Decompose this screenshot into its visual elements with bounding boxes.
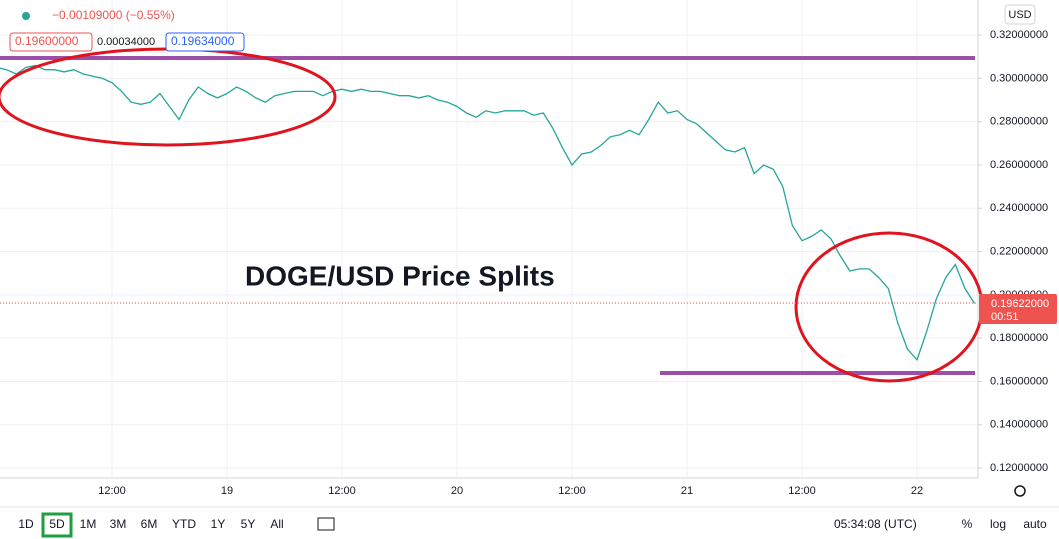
plot <box>0 56 976 376</box>
x-tick-label: 12:00 <box>328 485 356 497</box>
selected-range-box <box>41 512 73 538</box>
highlight-ellipse <box>794 231 984 383</box>
y-tick-label: 0.28000000 <box>990 116 1048 128</box>
x-tick-label: 19 <box>221 485 233 497</box>
compare-icon[interactable] <box>317 517 335 531</box>
toolbar: 1D 5D 1M 3M 6M YTD 1Y 5Y All% log auto <box>18 512 1047 538</box>
clock: 05:34:08 (UTC) <box>834 517 917 531</box>
range-button[interactable]: 1M <box>80 517 97 531</box>
price-line <box>0 64 976 362</box>
range-button[interactable]: 5D <box>49 517 65 531</box>
change-text: −0.00109000 (−0.55%) <box>52 8 175 22</box>
chart-title: DOGE/USD Price Splits <box>245 260 555 291</box>
y-tick-label: 0.14000000 <box>990 419 1048 431</box>
x-tick-label: 20 <box>451 485 463 497</box>
y-tick-label: 0.24000000 <box>990 202 1048 214</box>
range-button[interactable]: YTD <box>172 517 196 531</box>
y-tick-label: 0.26000000 <box>990 159 1048 171</box>
countdown: 00:51 <box>991 311 1019 323</box>
x-tick-label: 12:00 <box>788 485 816 497</box>
range-button[interactable]: 5Y <box>241 517 256 531</box>
y-tick-label: 0.32000000 <box>990 29 1048 41</box>
y-tick-label: 0.18000000 <box>990 332 1048 344</box>
range-button[interactable]: All <box>270 517 283 531</box>
legend-dot <box>22 12 30 20</box>
settings-icon[interactable] <box>1014 485 1026 497</box>
quote: 0.00034000 <box>97 36 155 48</box>
grid <box>0 0 978 478</box>
currency-box <box>1004 4 1036 25</box>
range-button[interactable]: 1D <box>18 517 34 531</box>
y-tick-label: 0.30000000 <box>990 72 1048 84</box>
currency: USD <box>1008 9 1031 21</box>
y-tick-label: 0.16000000 <box>990 375 1048 387</box>
x-tick-label: 21 <box>681 485 693 497</box>
x-tick-label: 22 <box>911 485 923 497</box>
quote: 0.19634000 <box>171 34 235 48</box>
x-tick-label: 12:00 <box>558 485 586 497</box>
price-tag-label: 0.19622000 <box>991 298 1049 310</box>
y-tick-label: 0.22000000 <box>990 245 1048 257</box>
scale-option[interactable]: auto <box>1023 517 1047 531</box>
y-tick-label: 0.12000000 <box>990 462 1048 474</box>
scale-option[interactable]: log <box>990 517 1006 531</box>
range-button[interactable]: 6M <box>141 517 158 531</box>
range-button[interactable]: 3M <box>110 517 127 531</box>
quote-box <box>165 32 245 52</box>
highlight-ellipse <box>0 47 337 147</box>
quote: 0.19600000 <box>15 34 79 48</box>
range-button[interactable]: 1Y <box>211 517 226 531</box>
scale-option[interactable]: % <box>962 517 973 531</box>
x-tick-label: 12:00 <box>98 485 126 497</box>
price-tag <box>979 294 1057 325</box>
quote-box <box>9 32 93 52</box>
